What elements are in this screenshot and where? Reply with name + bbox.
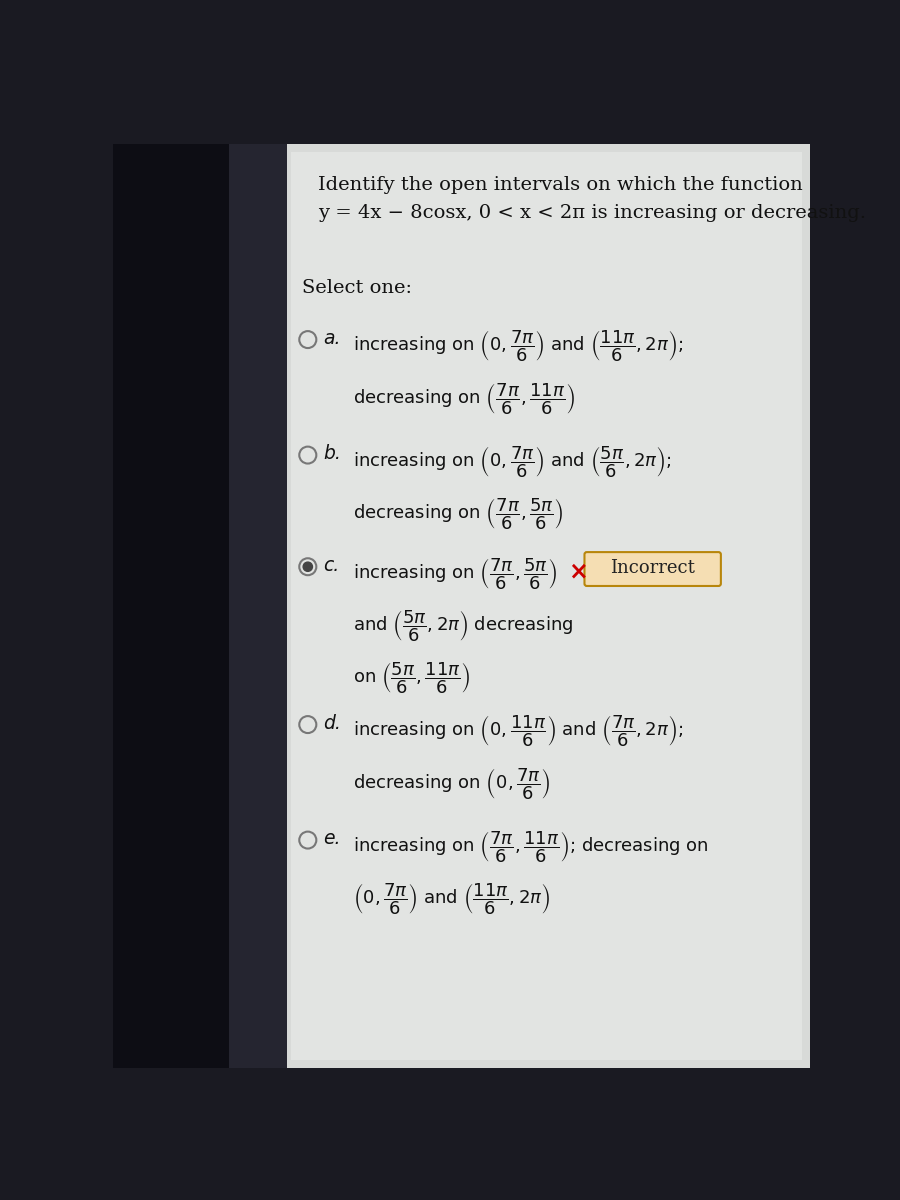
Text: increasing on $\left(\dfrac{7\pi}{6}, \dfrac{5\pi}{6}\right)$: increasing on $\left(\dfrac{7\pi}{6}, \d… — [353, 556, 557, 592]
Text: c.: c. — [323, 556, 339, 575]
Bar — [229, 144, 287, 1068]
Text: on $\left(\dfrac{5\pi}{6}, \dfrac{11\pi}{6}\right)$: on $\left(\dfrac{5\pi}{6}, \dfrac{11\pi}… — [353, 660, 470, 696]
Bar — [112, 144, 229, 1068]
Text: Incorrect: Incorrect — [610, 559, 695, 577]
Text: $\mathbf{\times}$: $\mathbf{\times}$ — [568, 559, 587, 583]
Text: d.: d. — [323, 714, 341, 733]
Text: $\left(0, \dfrac{7\pi}{6}\right)$ and $\left(\dfrac{11\pi}{6}, 2\pi\right)$: $\left(0, \dfrac{7\pi}{6}\right)$ and $\… — [353, 882, 550, 917]
Circle shape — [303, 562, 312, 571]
Text: e.: e. — [323, 829, 341, 848]
Text: increasing on $\left(0, \dfrac{7\pi}{6}\right)$ and $\left(\dfrac{5\pi}{6}, 2\pi: increasing on $\left(0, \dfrac{7\pi}{6}\… — [353, 444, 671, 480]
Bar — [287, 144, 810, 1068]
Text: a.: a. — [323, 329, 341, 348]
FancyBboxPatch shape — [584, 552, 721, 586]
Text: Identify the open intervals on which the function: Identify the open intervals on which the… — [318, 176, 803, 194]
Text: increasing on $\left(0, \dfrac{7\pi}{6}\right)$ and $\left(\dfrac{11\pi}{6}, 2\p: increasing on $\left(0, \dfrac{7\pi}{6}\… — [353, 329, 683, 365]
Text: decreasing on $\left(\dfrac{7\pi}{6}, \dfrac{5\pi}{6}\right)$: decreasing on $\left(\dfrac{7\pi}{6}, \d… — [353, 497, 563, 533]
Text: increasing on $\left(0, \dfrac{11\pi}{6}\right)$ and $\left(\dfrac{7\pi}{6}, 2\p: increasing on $\left(0, \dfrac{11\pi}{6}… — [353, 714, 683, 750]
Text: y = 4x − 8cosx, 0 < x < 2π is increasing or decreasing.: y = 4x − 8cosx, 0 < x < 2π is increasing… — [318, 204, 866, 222]
Text: decreasing on $\left(\dfrac{7\pi}{6}, \dfrac{11\pi}{6}\right)$: decreasing on $\left(\dfrac{7\pi}{6}, \d… — [353, 382, 575, 416]
Text: decreasing on $\left(0, \dfrac{7\pi}{6}\right)$: decreasing on $\left(0, \dfrac{7\pi}{6}\… — [353, 766, 551, 802]
Text: Select one:: Select one: — [302, 278, 412, 296]
Bar — [291, 151, 802, 1061]
Text: b.: b. — [323, 444, 341, 463]
Text: and $\left(\dfrac{5\pi}{6}, 2\pi\right)$ decreasing: and $\left(\dfrac{5\pi}{6}, 2\pi\right)$… — [353, 608, 573, 644]
Text: increasing on $\left(\dfrac{7\pi}{6}, \dfrac{11\pi}{6}\right)$; decreasing on: increasing on $\left(\dfrac{7\pi}{6}, \d… — [353, 829, 708, 865]
